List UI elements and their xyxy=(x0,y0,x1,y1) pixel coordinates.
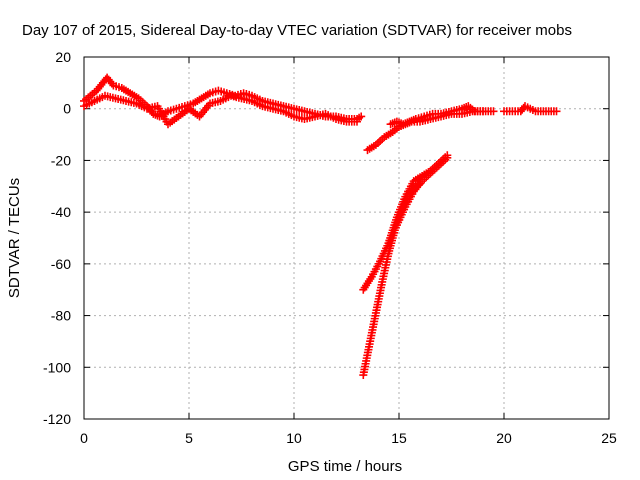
x-tick-label: 10 xyxy=(286,430,302,446)
x-tick-label: 5 xyxy=(185,430,193,446)
data-point-marker xyxy=(479,107,487,116)
x-tick-label: 0 xyxy=(80,430,88,446)
data-point-marker xyxy=(353,117,361,126)
x-tick-label: 15 xyxy=(391,430,407,446)
y-tick-label: 20 xyxy=(55,49,71,65)
x-tick-label: 25 xyxy=(601,430,617,446)
data-series-8 xyxy=(384,151,452,248)
plot-frame xyxy=(83,56,610,420)
data-point-marker xyxy=(552,107,561,116)
data-series-4 xyxy=(386,102,487,129)
data-series-2 xyxy=(80,91,361,129)
y-axis-label: SDTVAR / TECUs xyxy=(6,178,23,298)
data-point-marker xyxy=(489,107,498,116)
y-tick-label: -20 xyxy=(51,152,71,168)
x-axis-label: GPS time / hours xyxy=(288,458,402,475)
y-tick-label: -80 xyxy=(51,308,71,324)
data-series xyxy=(80,73,561,380)
y-tick-label: -100 xyxy=(43,359,71,375)
data-point-marker xyxy=(357,112,366,121)
data-series-5 xyxy=(500,102,561,116)
y-tick-label: -60 xyxy=(51,256,71,272)
x-tick-label: 20 xyxy=(496,430,512,446)
data-series-7 xyxy=(359,153,452,294)
y-tick-label: 0 xyxy=(63,101,71,117)
chart-title: Day 107 of 2015, Sidereal Day-to-day VTE… xyxy=(22,22,572,39)
data-point-marker xyxy=(443,151,452,160)
y-tick-label: -40 xyxy=(51,204,71,220)
axis-ticks: 0 5 10 15 20 25 20 0 -20 -40 -60 -80 -100 -120 xyxy=(43,49,617,446)
y-tick-label: -120 xyxy=(43,411,71,427)
